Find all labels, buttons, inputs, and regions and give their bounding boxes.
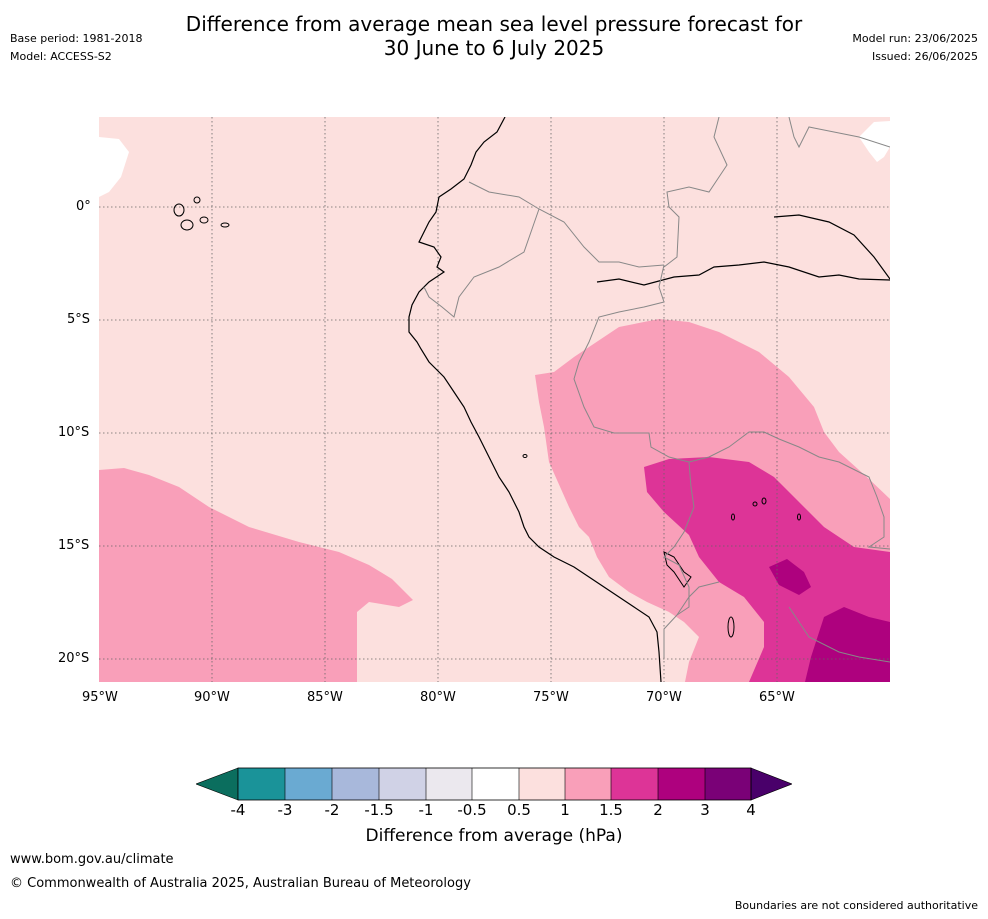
meta-left: Base period: 1981-2018 Model: ACCESS-S2 xyxy=(10,30,142,66)
footer-url: www.bom.gov.au/climate xyxy=(10,852,174,867)
colorbar-tick: 3 xyxy=(700,801,710,819)
colorbar-tick: -1.5 xyxy=(364,801,394,819)
lat-label-5s: 5°S xyxy=(67,312,91,327)
colorbar-swatch-3-4 xyxy=(705,768,751,800)
colorbar-swatch--2--1.5 xyxy=(332,768,379,800)
colorbar-extend-min xyxy=(195,767,239,801)
lat-label-15s: 15°S xyxy=(58,538,90,553)
colorbar-svg xyxy=(195,767,793,801)
amazon-river xyxy=(596,261,891,286)
lon-label-70w: 70°W xyxy=(646,690,682,705)
lat-label-10s: 10°S xyxy=(58,425,90,440)
galapagos-islands xyxy=(173,196,230,231)
colorbar-swatch-1.5-2 xyxy=(611,768,658,800)
footer-copyright: © Commonwealth of Australia 2025, Austra… xyxy=(10,876,471,891)
colorbar-swatch--0.5-0.5 xyxy=(472,768,519,800)
anomaly-fill-2-3-blob xyxy=(769,559,811,595)
footer-disclaimer: Boundaries are not considered authoritat… xyxy=(734,899,978,912)
colorbar-swatch--4--3 xyxy=(238,768,285,800)
colorbar-tick: -1 xyxy=(418,801,434,819)
map-title: Difference from average mean sea level p… xyxy=(0,12,988,60)
colorbar-tick: 2 xyxy=(653,801,663,819)
map-area xyxy=(99,116,891,683)
colorbar-dividers xyxy=(284,768,706,800)
issued-date: Issued: 26/06/2025 xyxy=(871,50,978,63)
colorbar-tick: -0.5 xyxy=(457,801,487,819)
colorbar xyxy=(195,767,793,801)
lakes xyxy=(522,454,801,638)
coastline xyxy=(408,116,662,683)
colorbar-swatch--3--2 xyxy=(285,768,332,800)
lon-label-75w: 75°W xyxy=(533,690,569,705)
lon-label-80w: 80°W xyxy=(420,690,456,705)
anomaly-fill-1-1.5-west xyxy=(99,468,413,682)
title-line-2: 30 June to 6 July 2025 xyxy=(383,36,605,60)
colorbar-swatch--1.5--1 xyxy=(379,768,426,800)
colorbar-swatch-1-1.5 xyxy=(565,768,611,800)
title-line-1: Difference from average mean sea level p… xyxy=(185,12,803,36)
lat-label-20s: 20°S xyxy=(58,651,90,666)
colorbar-swatch-0.5-1 xyxy=(519,768,565,800)
country-borders xyxy=(423,116,891,663)
lon-label-85w: 85°W xyxy=(307,690,343,705)
anomaly-fill-near-zero-west xyxy=(99,137,129,197)
colorbar-tick: -4 xyxy=(230,801,246,819)
lon-label-95w: 95°W xyxy=(82,690,118,705)
colorbar-tick: -2 xyxy=(324,801,340,819)
rio-negro xyxy=(773,214,891,280)
colorbar-tick: 1.5 xyxy=(599,801,623,819)
lat-label-0: 0° xyxy=(76,199,91,214)
lon-label-65w: 65°W xyxy=(759,690,795,705)
colorbar-tick: 4 xyxy=(746,801,756,819)
colorbar-swatch--1--0.5 xyxy=(426,768,472,800)
colorbar-label: Difference from average (hPa) xyxy=(365,826,623,846)
model-run: Model run: 23/06/2025 xyxy=(852,32,978,45)
colorbar-tick: 1 xyxy=(560,801,570,819)
colorbar-tick: -3 xyxy=(277,801,293,819)
colorbar-tick: 0.5 xyxy=(507,801,531,819)
meta-right: Model run: 23/06/2025 Issued: 26/06/2025 xyxy=(852,30,978,66)
map-svg xyxy=(99,116,891,683)
colorbar-extend-max xyxy=(750,767,793,801)
colorbar-outline xyxy=(237,767,752,801)
anomaly-fill-2-3-southeast xyxy=(805,607,890,682)
base-period: Base period: 1981-2018 xyxy=(10,32,143,45)
lon-label-90w: 90°W xyxy=(194,690,230,705)
model-name: Model: ACCESS-S2 xyxy=(10,50,112,63)
colorbar-swatch-2-3 xyxy=(658,768,705,800)
